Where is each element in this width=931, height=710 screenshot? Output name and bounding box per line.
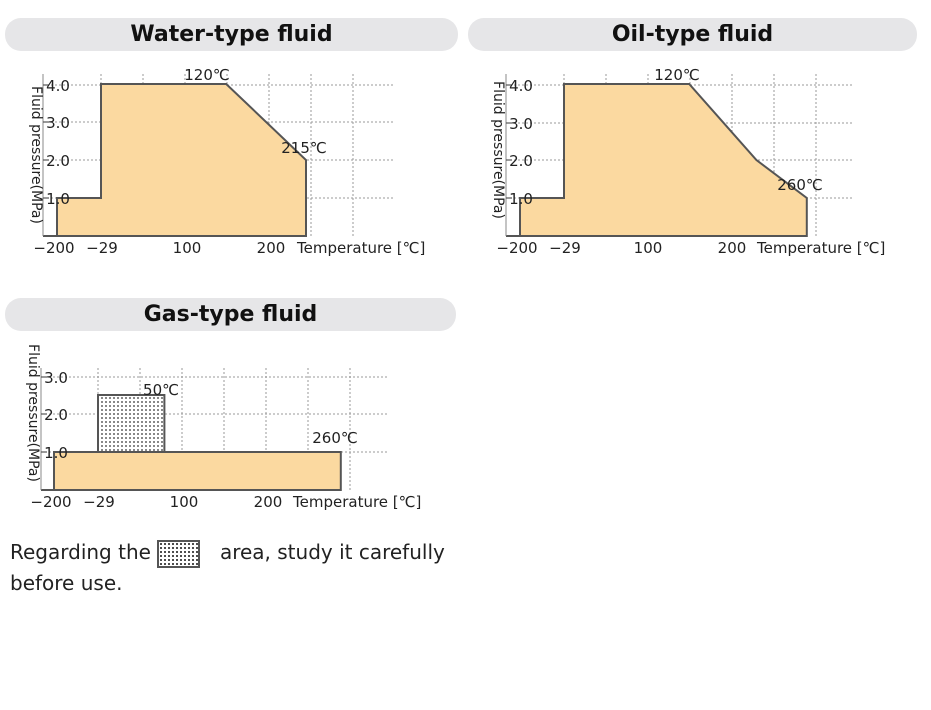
chart-title-gas: Gas-type fluid bbox=[5, 298, 456, 331]
y-tick-label: 1.0 bbox=[509, 190, 533, 208]
annotation-label: 120℃ bbox=[654, 66, 699, 84]
x-tick-label: −29 bbox=[86, 239, 118, 257]
dotted-area-swatch bbox=[156, 539, 200, 568]
y-tick-label: 4.0 bbox=[509, 77, 533, 95]
chart-title-water: Water-type fluid bbox=[5, 18, 458, 51]
x-tick-label: 200 bbox=[718, 239, 747, 257]
x-tick-label: −29 bbox=[549, 239, 581, 257]
allowable-area bbox=[53, 451, 342, 491]
chart-title-oil: Oil-type fluid bbox=[468, 18, 917, 51]
y-tick-label: 3.0 bbox=[509, 115, 533, 133]
y-tick-label: 2.0 bbox=[46, 152, 70, 170]
y-tick-label: 1.0 bbox=[44, 444, 68, 462]
annotation-label: 50℃ bbox=[143, 381, 179, 399]
x-tick-label: 200 bbox=[257, 239, 286, 257]
chart-oil: 1.0 2.0 3.0 4.0 −200 −29 100 200 Temperature [℃]… bbox=[490, 66, 885, 257]
x-tick-label: −200 bbox=[30, 493, 71, 511]
y-tick-label: 4.0 bbox=[46, 77, 70, 95]
allowable-area bbox=[56, 83, 307, 237]
x-tick-label: −29 bbox=[83, 493, 115, 511]
note-text-after: area, study it carefully before use. bbox=[10, 540, 445, 595]
annotation-label: 260℃ bbox=[312, 429, 357, 447]
x-axis-label: Temperature [℃] bbox=[292, 493, 421, 511]
chart-gas: 1.0 2.0 3.0 −200 −29 100 200 Temperature [℃] Flu… bbox=[25, 344, 421, 511]
x-tick-label: −200 bbox=[496, 239, 537, 257]
y-axis-label: Fluid pressure(MPa) bbox=[490, 81, 506, 219]
x-axis-label: Temperature [℃] bbox=[756, 239, 885, 257]
x-tick-label: 100 bbox=[170, 493, 199, 511]
chart-water: 1.0 2.0 3.0 4.0 −200 −29 100 200 Temperature [℃]… bbox=[28, 66, 425, 257]
note-text-before: Regarding the bbox=[10, 540, 151, 564]
x-tick-label: 200 bbox=[254, 493, 283, 511]
y-tick-label: 3.0 bbox=[44, 369, 68, 387]
x-axis-label: Temperature [℃] bbox=[296, 239, 425, 257]
x-tick-label: 100 bbox=[173, 239, 202, 257]
annotation-label: 120℃ bbox=[184, 66, 229, 84]
caution-area bbox=[97, 394, 166, 453]
allowable-area bbox=[519, 83, 808, 237]
x-tick-label: 100 bbox=[634, 239, 663, 257]
y-axis-label: Fluid pressure(MPa) bbox=[25, 344, 41, 482]
caution-note: Regarding the area, study it carefully be… bbox=[10, 537, 460, 599]
y-tick-label: 2.0 bbox=[509, 152, 533, 170]
y-axis-label: Fluid pressure(MPa) bbox=[28, 86, 44, 224]
y-tick-label: 2.0 bbox=[44, 406, 68, 424]
annotation-label: 260℃ bbox=[777, 176, 822, 194]
y-tick-label: 1.0 bbox=[46, 190, 70, 208]
annotation-label: 215℃ bbox=[281, 139, 326, 157]
x-tick-label: −200 bbox=[33, 239, 74, 257]
y-tick-label: 3.0 bbox=[46, 114, 70, 132]
